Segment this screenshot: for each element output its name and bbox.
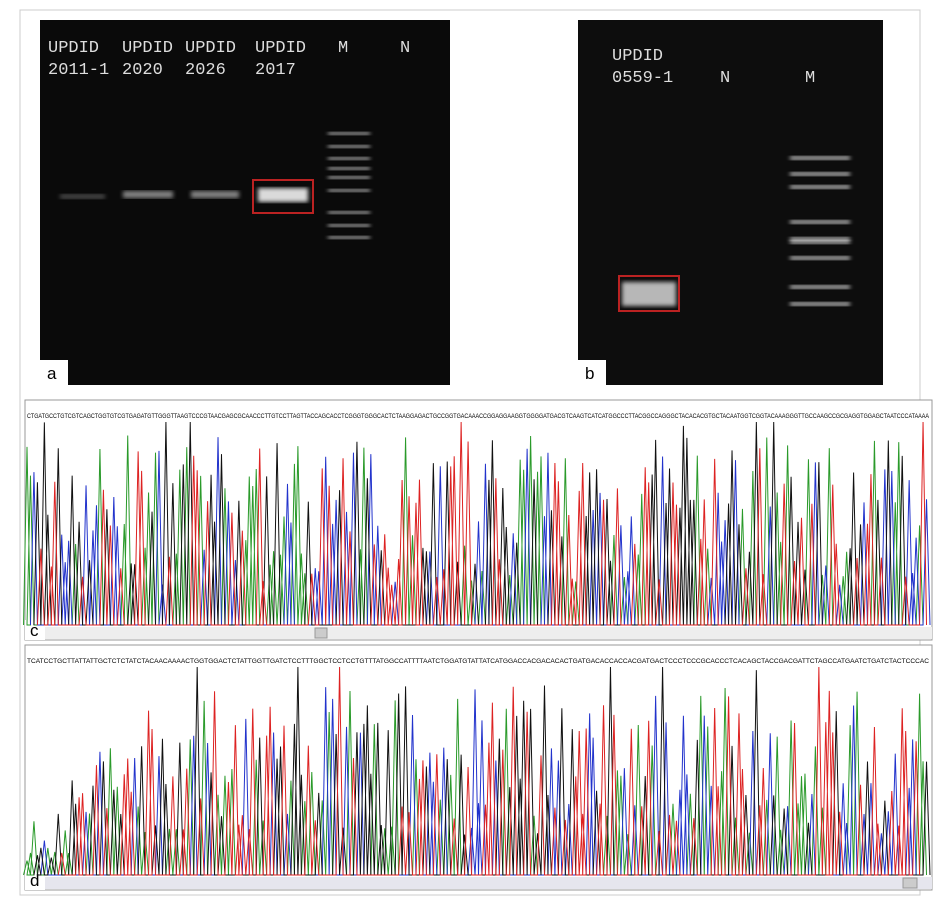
lane-label-line: 2017: [255, 61, 296, 80]
band: [328, 224, 370, 227]
lane-label: N: [720, 69, 730, 88]
lane-label-line: 2011-1: [48, 61, 109, 80]
lane-label-line: UPDID: [122, 39, 173, 58]
lane-label: N: [400, 39, 410, 58]
band: [258, 188, 308, 202]
lane-label-line: UPDID: [255, 39, 306, 58]
band: [328, 157, 370, 160]
band: [790, 240, 850, 244]
band: [191, 191, 239, 198]
band: [328, 145, 370, 148]
lane-label-line: 0559-1: [612, 69, 673, 88]
lane-label-line: 2020: [122, 61, 163, 80]
panel-letter: b: [585, 364, 594, 383]
base-calls: CTGATGCCTGTCGTCAGCTGGTGTCGTGAGATGTTGGGTT…: [27, 414, 929, 420]
lane-label-line: UPDID: [185, 39, 236, 58]
lane-label-line: UPDID: [48, 39, 99, 58]
scroll-thumb[interactable]: [903, 878, 917, 888]
lane-label: M: [338, 39, 348, 58]
band: [790, 185, 850, 189]
lane-label-line: N: [720, 69, 730, 88]
band: [790, 156, 850, 160]
band: [790, 302, 850, 306]
band: [622, 282, 676, 306]
band: [790, 256, 850, 260]
band: [123, 191, 173, 198]
band: [790, 285, 850, 289]
band: [60, 194, 105, 199]
lane-label-line: UPDID: [612, 47, 663, 66]
lane-label-line: M: [805, 69, 815, 88]
band: [328, 189, 370, 192]
lane-label: M: [805, 69, 815, 88]
band: [328, 211, 370, 214]
lane-label-line: N: [400, 39, 410, 58]
scrollbar[interactable]: [25, 877, 932, 889]
base-calls: TCATCCTGCTTATTATTGCTCTCTATCTACAACAAAACTG…: [27, 659, 930, 665]
band: [790, 172, 850, 176]
scrollbar[interactable]: [25, 627, 932, 639]
figure: a b c d UPDID2011-1UPDID2020UPDID2026UPD…: [0, 0, 934, 900]
scroll-thumb[interactable]: [315, 628, 327, 638]
band: [790, 220, 850, 224]
band: [328, 167, 370, 170]
band: [328, 176, 370, 179]
panel-letter: a: [47, 364, 57, 383]
band: [328, 236, 370, 239]
band: [328, 132, 370, 135]
lane-label-line: 2026: [185, 61, 226, 80]
lane-label-line: M: [338, 39, 348, 58]
